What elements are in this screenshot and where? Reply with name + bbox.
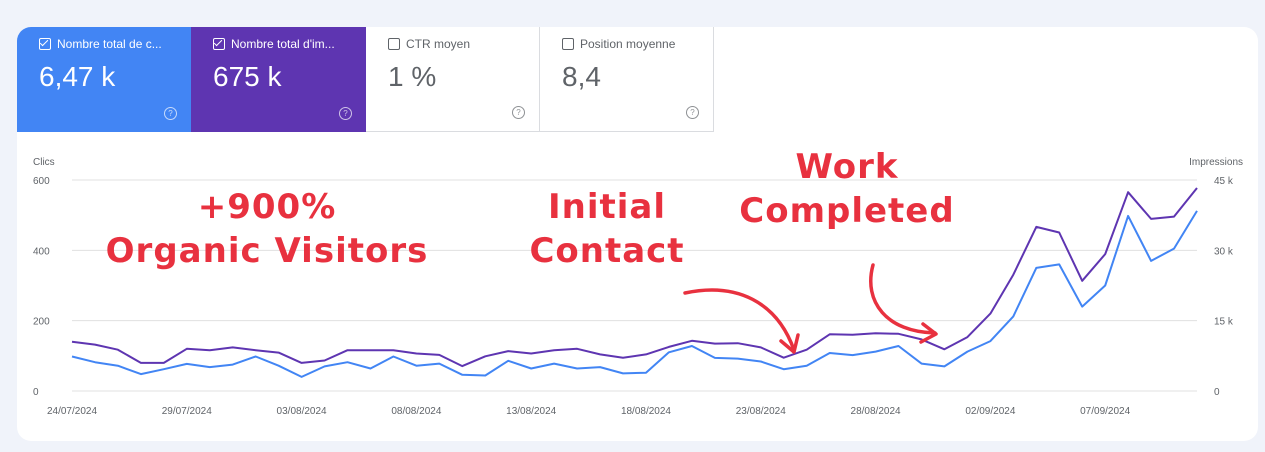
y-tick-label: 600	[33, 176, 50, 187]
checkbox-checked-icon[interactable]	[39, 38, 51, 50]
checkbox-unchecked-icon[interactable]	[388, 38, 400, 50]
y-axis-label: Clics	[33, 157, 55, 168]
y2-tick-label: 15 k	[1214, 317, 1234, 328]
help-icon[interactable]: ?	[686, 106, 699, 119]
initial-contact-arrow	[683, 288, 796, 352]
y2-tick-label: 0	[1214, 387, 1220, 398]
initial-contact-arrow-head	[779, 333, 800, 354]
metric-value: 8,4	[562, 61, 601, 92]
help-icon[interactable]: ?	[164, 107, 177, 120]
metric-value: 675 k	[213, 61, 282, 92]
help-icon[interactable]: ?	[339, 107, 352, 120]
metric-value: 6,47 k	[39, 61, 116, 92]
work-completed-arrow-head	[919, 322, 938, 344]
x-tick-label: 24/07/2024	[47, 406, 97, 417]
y-tick-label: 0	[33, 387, 39, 398]
x-tick-label: 07/09/2024	[1080, 406, 1130, 417]
metric-label: Nombre total de c...	[57, 37, 162, 51]
series-line-clics	[71, 210, 1198, 378]
x-tick-label: 03/08/2024	[277, 406, 327, 417]
performance-chart[interactable]: 0 0 200 15 k 400 30 k 600 45 k Clics Impressions 2…	[17, 27, 1258, 441]
x-tick-label: 18/08/2024	[621, 406, 671, 417]
y2-tick-label: 30 k	[1214, 246, 1234, 257]
growth-annotation: +900% Organic Visitors	[77, 185, 457, 273]
x-tick-label: 23/08/2024	[736, 406, 786, 417]
y-tick-label: 200	[33, 317, 50, 328]
metric-total-impressions[interactable]: Nombre total d'im... 675 k ?	[191, 27, 366, 132]
x-tick-label: 02/09/2024	[965, 406, 1015, 417]
work-completed-line2: Completed	[739, 191, 955, 232]
x-tick-label: 13/08/2024	[506, 406, 556, 417]
metric-average-ctr[interactable]: CTR moyen 1 % ?	[366, 27, 540, 132]
work-completed-line1: Work	[795, 147, 899, 187]
work-completed-arrow	[869, 263, 937, 335]
metric-label: CTR moyen	[406, 37, 471, 51]
y2-tick-label: 45 k	[1214, 176, 1234, 187]
initial-contact-annotation: Initial Contact	[507, 185, 707, 273]
y-tick-label: 400	[33, 246, 50, 257]
metric-average-position[interactable]: Position moyenne 8,4 ?	[540, 27, 714, 132]
metric-label: Nombre total d'im...	[231, 37, 335, 51]
metric-total-clicks[interactable]: Nombre total de c... 6,47 k ?	[17, 27, 191, 132]
work-completed-annotation: Work Completed	[717, 145, 977, 233]
x-tick-label: 08/08/2024	[391, 406, 441, 417]
x-tick-label: 29/07/2024	[162, 406, 212, 417]
checkbox-unchecked-icon[interactable]	[562, 38, 574, 50]
series-line-impressions	[71, 187, 1198, 368]
checkbox-checked-icon[interactable]	[213, 38, 225, 50]
metric-value: 1 %	[388, 61, 437, 92]
initial-contact-line1: Initial	[547, 187, 666, 227]
x-tick-label: 28/08/2024	[851, 406, 901, 417]
growth-annotation-line2: Organic Visitors	[105, 231, 429, 272]
growth-annotation-line1: +900%	[197, 187, 337, 227]
performance-card: Nombre total de c... 6,47 k ? Nombre tot…	[17, 27, 1258, 441]
initial-contact-line2: Contact	[529, 231, 685, 272]
y2-axis-label: Impressions	[1189, 157, 1243, 168]
metric-label: Position moyenne	[580, 37, 676, 51]
help-icon[interactable]: ?	[512, 106, 525, 119]
